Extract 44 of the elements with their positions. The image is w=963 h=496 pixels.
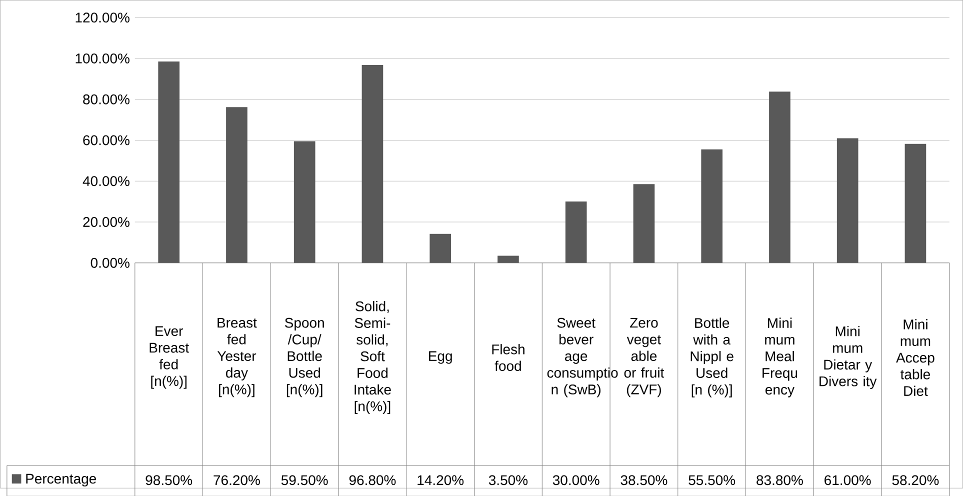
data-label: 14.20%: [418, 475, 464, 485]
x-tick-label: Spoon /Cup/ Bottle Used [n(%)]: [284, 318, 324, 397]
x-tick-label: Zero veget able or fruit (ZVF): [624, 318, 664, 397]
x-tick-label: Mini mum Meal Frequ ency: [762, 317, 798, 398]
x-tick-label: Mini mum Dietar y Divers ity: [820, 326, 877, 389]
data-label: 61.00%: [824, 475, 871, 485]
data-label: 38.50%: [620, 475, 668, 485]
x-tick-label: Solid, Semi-solid, Soft Food Intake [n(%)]: [354, 300, 391, 414]
data-label: 55.50%: [688, 475, 736, 485]
x-tick-label: Breast fed Yester day [n(%)]: [217, 318, 257, 397]
data-label: 76.20%: [214, 475, 260, 485]
y-tick-label: 60.00%: [83, 135, 130, 145]
bar: [701, 149, 723, 263]
data-label: 30.00%: [552, 475, 600, 485]
y-tick-label: 80.00%: [83, 94, 130, 104]
x-tick-label: Flesh food: [492, 344, 524, 371]
y-tick-label: 120.00%: [76, 12, 130, 22]
x-tick-label: Ever Breast fed [n(%)]: [150, 326, 189, 389]
bar: [769, 91, 790, 263]
bar: [362, 64, 384, 263]
x-tick-label: Bottle with a Nippl e Used [n (%)]: [690, 317, 734, 398]
bar: [226, 106, 248, 263]
x-tick-label: Sweet bever age consumptio n (SwB): [547, 318, 618, 397]
x-tick-label: Mini mum Accep table Diet: [896, 318, 934, 396]
bar: [836, 138, 858, 263]
legend-label: Percentage: [26, 474, 96, 486]
data-label: 59.50%: [281, 475, 328, 485]
y-tick-label: 20.00%: [83, 216, 130, 227]
bar: [904, 144, 926, 263]
data-label: 96.80%: [349, 475, 396, 485]
bar: [430, 234, 452, 263]
bar: [565, 201, 587, 263]
data-label: 83.80%: [756, 475, 803, 485]
bar: [158, 61, 180, 263]
data-label: 98.50%: [146, 475, 192, 485]
x-tick-label: Egg: [429, 351, 452, 364]
bar: [633, 184, 655, 263]
bar: [294, 141, 316, 263]
y-tick-label: 100.00%: [76, 53, 130, 64]
bar: [498, 256, 519, 263]
data-label: 58.20%: [892, 475, 939, 485]
y-tick-label: 40.00%: [82, 176, 130, 186]
data-label: 3.50%: [488, 475, 528, 485]
y-tick-label: 0.00%: [90, 258, 130, 268]
